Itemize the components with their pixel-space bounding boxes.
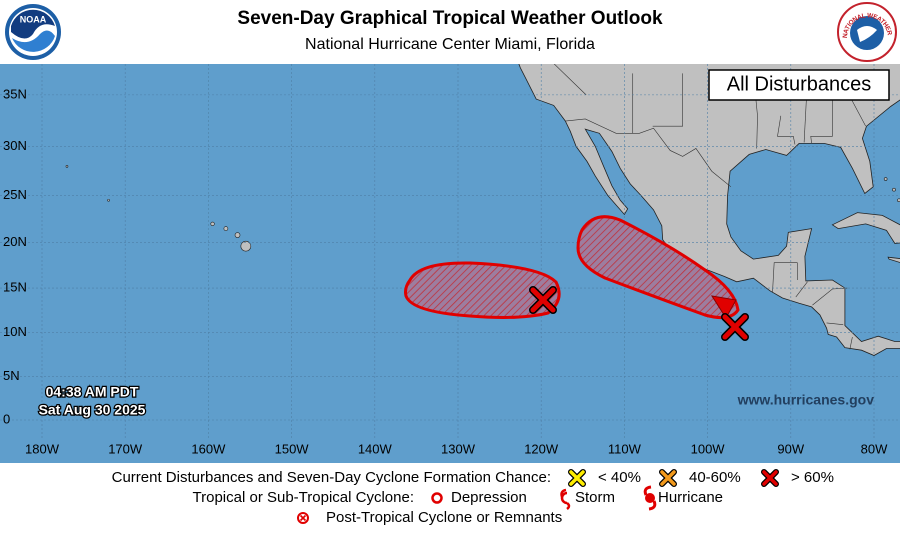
border xyxy=(826,322,844,325)
lat-label: 35N xyxy=(3,86,27,101)
title: Seven-Day Graphical Tropical Weather Out… xyxy=(237,8,663,29)
island xyxy=(107,198,110,202)
landmass xyxy=(518,64,900,356)
lon-label: 170W xyxy=(108,441,143,456)
island xyxy=(883,177,888,181)
lon-label: 140W xyxy=(358,441,393,456)
subtitle: National Hurricane Center Miami, Florida xyxy=(305,36,595,53)
disturbance-marker-1 xyxy=(529,286,557,314)
island xyxy=(897,198,900,203)
island xyxy=(234,232,241,238)
lon-label: 130W xyxy=(441,441,476,456)
island xyxy=(892,187,896,192)
lon-label: 150W xyxy=(275,441,310,456)
border xyxy=(777,115,796,145)
legend-medium: 40-60% xyxy=(689,469,741,486)
website: www.hurricanes.gov xyxy=(737,392,875,408)
lon-label: 120W xyxy=(524,441,559,456)
border xyxy=(652,73,683,127)
lat-label: 0 xyxy=(3,411,10,426)
legend-post-tropical: Post-Tropical Cyclone or Remnants xyxy=(326,509,562,526)
grid: 35N 30N 25N 20N 15N 10N 5N 0 180W 170W 160W 150W 140… xyxy=(0,64,900,456)
border xyxy=(803,94,807,143)
lat-label: 25N xyxy=(3,187,27,202)
disturbance-area-1 xyxy=(404,261,561,319)
legend-high: > 60% xyxy=(791,469,834,486)
issue-time: 04:38 AM PDT xyxy=(46,384,139,400)
island xyxy=(65,165,69,168)
island xyxy=(240,240,252,252)
border xyxy=(553,64,587,96)
lon-label: 110W xyxy=(608,441,642,456)
disturbance-marker-2 xyxy=(721,313,749,341)
border xyxy=(812,287,848,306)
lat-label: 30N xyxy=(3,138,27,153)
lon-label: 180W xyxy=(25,441,60,456)
legend-row2-label: Tropical or Sub-Tropical Cyclone: xyxy=(193,489,414,506)
noaa-text: NOAA xyxy=(20,14,47,24)
border xyxy=(772,262,798,293)
lat-label: 20N xyxy=(3,234,27,249)
lon-label: 100W xyxy=(691,441,726,456)
map: 35N 30N 25N 20N 15N 10N 5N 0 180W 170W 160W 150W 140… xyxy=(0,64,900,463)
landmass xyxy=(887,256,900,263)
legend-row1-label: Current Disturbances and Seven-Day Cyclo… xyxy=(112,469,551,486)
legend-depression: Depression xyxy=(451,489,527,506)
lon-label: 160W xyxy=(191,441,226,456)
border xyxy=(849,336,853,350)
land xyxy=(65,64,900,356)
border xyxy=(795,281,808,298)
noaa-logo: NOAA xyxy=(5,4,61,60)
island xyxy=(223,226,229,231)
lat-label: 15N xyxy=(3,280,27,295)
lat-label: 5N xyxy=(3,368,20,383)
issue-date: Sat Aug 30 2025 xyxy=(39,402,146,418)
map-label: All Disturbances xyxy=(727,73,872,95)
legend-low: < 40% xyxy=(598,469,641,486)
lon-label: 90W xyxy=(777,441,804,456)
lat-label: 10N xyxy=(3,324,27,339)
border xyxy=(810,94,833,144)
border xyxy=(565,118,732,188)
lon-label: 80W xyxy=(861,441,888,456)
map-label-box: All Disturbances xyxy=(708,69,890,101)
landmass xyxy=(831,212,900,244)
legend: Current Disturbances and Seven-Day Cyclo… xyxy=(112,469,834,526)
legend-hurricane: Hurricane xyxy=(658,489,723,506)
legend-storm: Storm xyxy=(575,489,615,506)
island xyxy=(210,221,215,227)
